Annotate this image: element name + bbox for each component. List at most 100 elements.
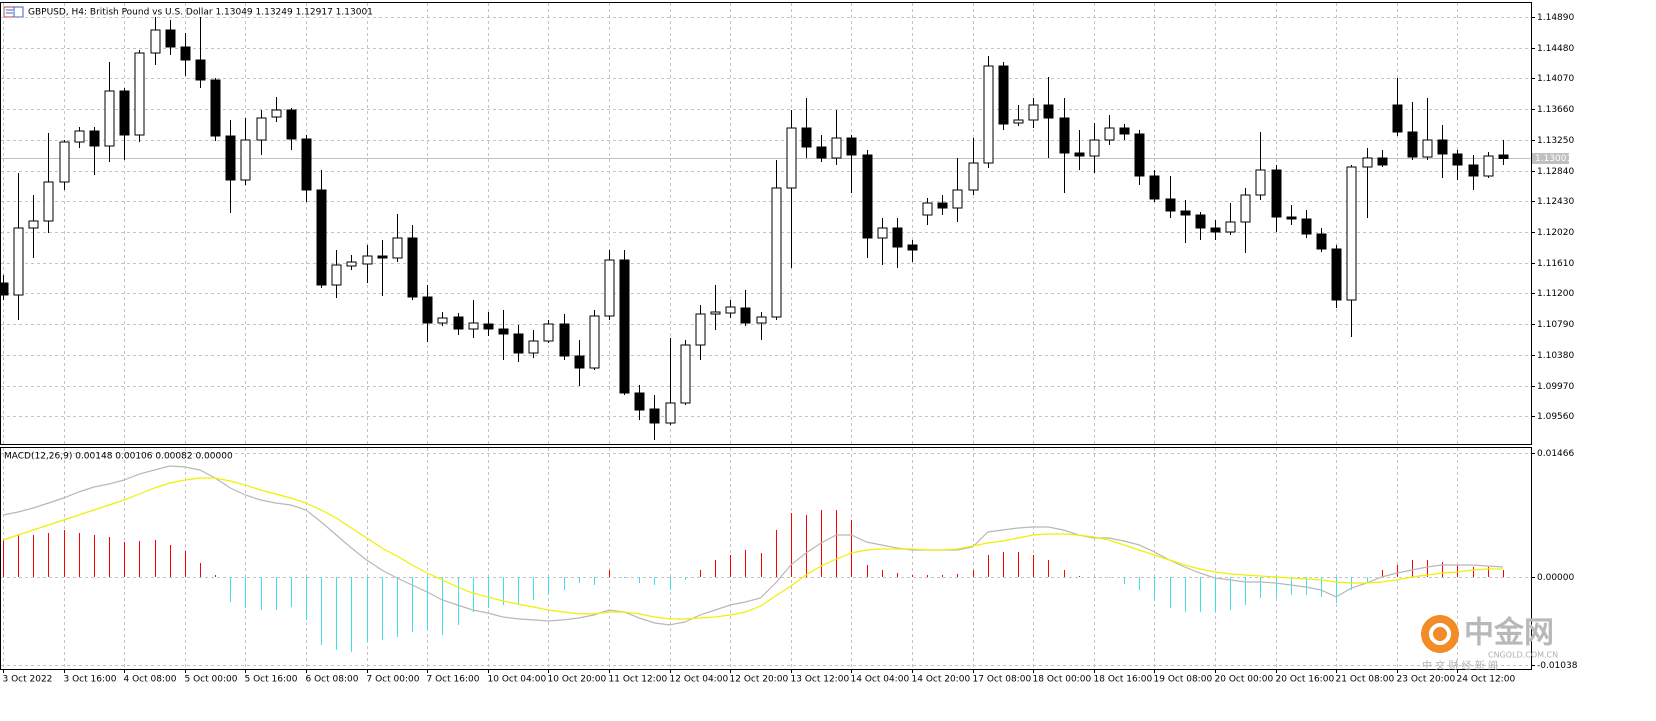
candle-body [892, 227, 903, 248]
candle-body [968, 162, 979, 191]
signal-line [2, 477, 1503, 620]
candle-body [574, 355, 585, 369]
candle-body [649, 408, 660, 424]
candle-body [13, 227, 24, 296]
y-tick-label: 1.11610 [1537, 259, 1574, 269]
candle-body [1240, 194, 1251, 223]
watermark-brand: 中金网 [1464, 616, 1554, 651]
y-tick-label: 1.12430 [1537, 197, 1574, 207]
candle-body [1149, 175, 1160, 200]
candle-body [1225, 221, 1236, 233]
candle-body [1362, 157, 1373, 168]
candle-body [0, 282, 9, 296]
x-tick-label: 10 Oct 04:00 [488, 675, 547, 685]
y-tick-label: 1.13250 [1537, 136, 1574, 146]
candle-body [1059, 117, 1070, 154]
last-price-label: 1.13001 [1535, 154, 1572, 164]
candle-body [89, 130, 100, 147]
y-tick-label: 0.00000 [1537, 573, 1574, 583]
x-tick-label: 10 Oct 20:00 [548, 675, 607, 685]
candle-body [1392, 104, 1403, 133]
candle-body [1377, 157, 1388, 166]
candle-body [1346, 166, 1357, 301]
candle-body [453, 316, 464, 330]
candle-body [907, 244, 918, 251]
candle-body [1028, 104, 1039, 121]
y-tick-label: 1.10790 [1537, 320, 1574, 330]
x-tick-label: 11 Oct 12:00 [609, 675, 668, 685]
x-tick-label: 17 Oct 08:00 [973, 675, 1032, 685]
x-tick-label: 14 Oct 20:00 [912, 675, 971, 685]
x-tick-label: 19 Oct 08:00 [1154, 675, 1213, 685]
candle-body [680, 344, 691, 404]
candle-body [392, 237, 403, 259]
candle-body [331, 264, 342, 286]
candle-body [407, 237, 418, 298]
y-tick-label: 1.14890 [1537, 13, 1574, 23]
candle-body [256, 117, 267, 141]
candle-body [1316, 233, 1327, 250]
candle-body [725, 306, 736, 314]
candle-body [816, 146, 827, 159]
x-tick-label: 24 Oct 12:00 [1457, 675, 1516, 685]
candle-body [1119, 127, 1130, 135]
x-tick-label: 7 Oct 16:00 [427, 675, 480, 685]
candle-body [831, 137, 842, 159]
x-tick-label: 7 Oct 00:00 [367, 675, 420, 685]
watermark-domain: CNGOLD.COM.CN [1488, 651, 1558, 660]
candle-body [1195, 214, 1206, 229]
x-tick-label: 12 Oct 04:00 [670, 675, 729, 685]
candle-body [513, 333, 524, 354]
candle-body [1089, 139, 1100, 157]
candle-body [922, 202, 933, 216]
x-tick-label: 5 Oct 16:00 [245, 675, 298, 685]
candle-body [150, 29, 161, 54]
candle-body [286, 109, 297, 140]
candle-body [665, 402, 676, 424]
candle-body [240, 139, 251, 181]
candle-body [786, 127, 797, 189]
chart-title: GBPUSD, H4: British Pound vs U.S. Dollar… [28, 8, 373, 18]
y-tick-label: 1.12020 [1537, 228, 1574, 238]
candle-body [634, 392, 645, 411]
y-tick-label: 1.11200 [1537, 289, 1574, 299]
candle-body [952, 189, 963, 209]
candle-body [604, 259, 615, 317]
candle-body [195, 59, 206, 81]
candle-body [210, 79, 221, 137]
x-tick-label: 5 Oct 00:00 [185, 675, 238, 685]
watermark: 中金网 CNGOLD.COM.CN 中 文 财 经 新 闻 [1421, 615, 1558, 672]
candle-body [59, 141, 70, 183]
watermark-logo-mark [1429, 623, 1451, 645]
candle-body [134, 52, 145, 136]
candle-body [119, 90, 130, 136]
candle-body [695, 313, 706, 346]
x-tick-label: 13 Oct 12:00 [791, 675, 850, 685]
x-tick-label: 23 Oct 20:00 [1397, 675, 1456, 685]
y-tick-label: 1.09560 [1537, 412, 1574, 422]
y-tick-label: 1.09970 [1537, 382, 1574, 392]
candle-body [437, 317, 448, 324]
candle-body [377, 255, 388, 259]
watermark-logo [1421, 615, 1459, 653]
candle-body [483, 323, 494, 330]
candle-body [1165, 198, 1176, 212]
candle-body [543, 323, 554, 342]
candle-body [801, 127, 812, 148]
candle-body [316, 189, 327, 286]
candle-body [846, 137, 857, 156]
candle-body [43, 181, 54, 222]
candle-body [74, 130, 85, 143]
header-icons [3, 6, 24, 18]
candle-body [422, 296, 433, 324]
candle-body [862, 154, 873, 239]
panel-frame [0, 447, 1532, 670]
candle-body [756, 316, 767, 324]
candle-body [589, 315, 600, 369]
x-tick-label: 18 Oct 16:00 [1094, 675, 1153, 685]
candle-body [1043, 104, 1054, 119]
candle-body [301, 138, 312, 191]
